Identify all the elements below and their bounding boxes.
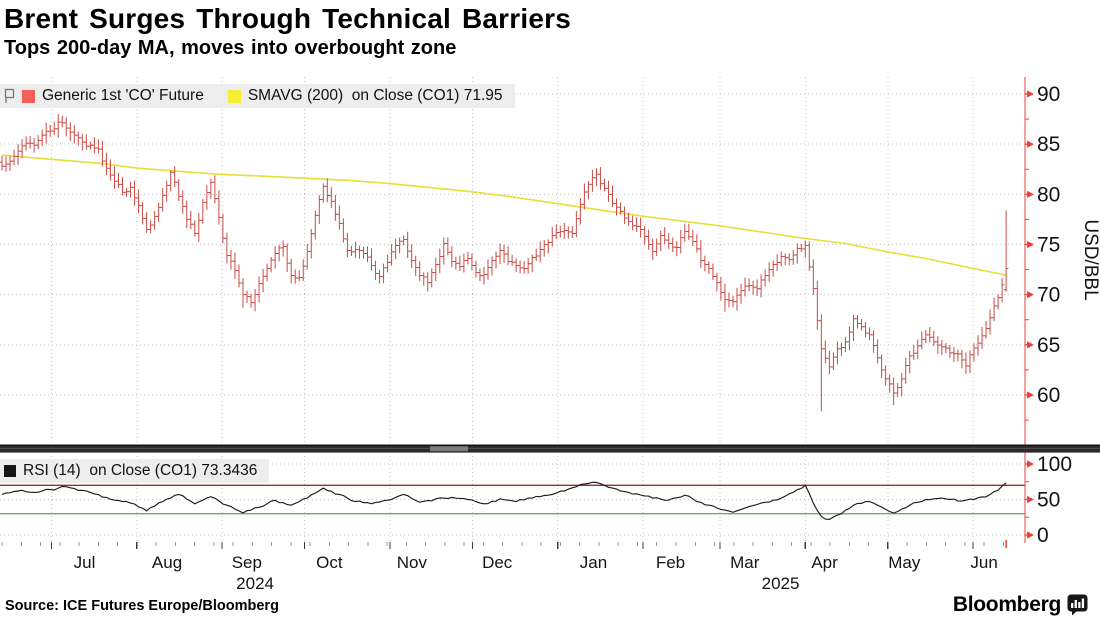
month-label: Oct (316, 553, 343, 572)
month-label: Jan (580, 553, 607, 572)
page-title: Brent Surges Through Technical Barriers (4, 3, 571, 34)
rsi-line (1, 481, 1007, 520)
panel-divider[interactable] (0, 444, 1100, 453)
svg-text:100: 100 (1037, 453, 1072, 476)
chart-header: Brent Surges Through Technical Barriers … (0, 2, 1100, 61)
rsi-series-swatch (4, 465, 16, 477)
sma-line (1, 154, 1007, 276)
month-label: Sep (232, 553, 262, 572)
y-axis-price[interactable]: 90 85 80 75 70 65 60 100 50 0 USD/BBL (1024, 77, 1100, 547)
rsi-band-lines (0, 484, 1025, 515)
y-axis-title: USD/BBL (1080, 219, 1100, 300)
month-label: Aug (152, 553, 182, 572)
month-label: Apr (811, 553, 838, 572)
rsi-series-label: RSI (14) on Close (CO1) 73.3436 (23, 462, 258, 479)
year-label: 2024 (236, 574, 274, 593)
svg-text:65: 65 (1037, 334, 1060, 357)
bloomberg-logo: Bloomberg (953, 593, 1088, 617)
sma-series-label: SMAVG (200) on Close (CO1) 71.95 (247, 87, 503, 104)
x-axis-time[interactable]: Jul Aug Sep Oct Nov Dec Jan Feb Mar Apr May Jun 2024… (1, 540, 1007, 593)
year-label: 2025 (762, 574, 800, 593)
svg-text:75: 75 (1037, 233, 1060, 256)
month-label: May (888, 553, 921, 572)
source-note: Source: ICE Futures Europe/Bloomberg (5, 598, 279, 614)
month-label: Jun (970, 553, 997, 572)
month-label: Nov (397, 553, 428, 572)
bloomberg-wordmark: Bloomberg (952, 593, 1061, 616)
svg-text:80: 80 (1037, 183, 1060, 206)
bloomberg-chart-bubble-icon (1067, 594, 1088, 616)
price-ohlc-bars (0, 114, 1009, 412)
svg-text:70: 70 (1037, 284, 1060, 307)
pin-icon (4, 88, 15, 104)
svg-text:90: 90 (1037, 83, 1060, 106)
month-label: Mar (730, 553, 760, 572)
svg-text:60: 60 (1037, 384, 1060, 407)
svg-text:85: 85 (1037, 133, 1060, 156)
month-label: Dec (482, 553, 513, 572)
page-subtitle: Tops 200-day MA, moves into overbought z… (4, 37, 457, 59)
main-chart-legend[interactable]: Generic 1st 'CO' Future SMAVG (200) on C… (0, 84, 515, 108)
sma-series-swatch (227, 89, 241, 103)
price-series-label: Generic 1st 'CO' Future (42, 87, 204, 104)
svg-text:50: 50 (1037, 489, 1060, 512)
svg-text:0: 0 (1037, 524, 1049, 547)
rsi-legend[interactable]: RSI (14) on Close (CO1) 73.3436 (0, 459, 270, 483)
month-label: Jul (74, 553, 96, 572)
price-series-swatch (22, 89, 35, 103)
month-label: Feb (656, 553, 685, 572)
